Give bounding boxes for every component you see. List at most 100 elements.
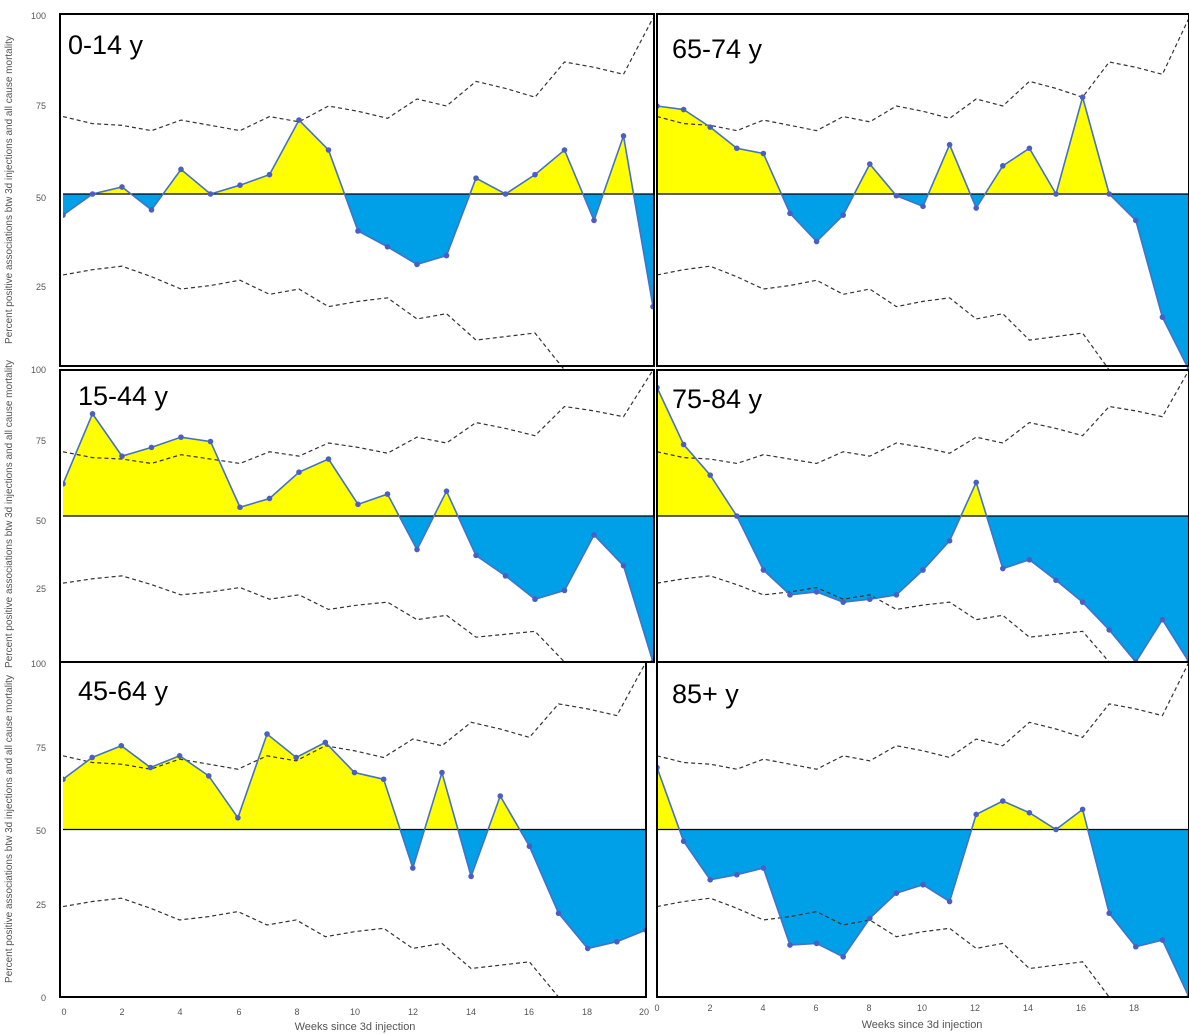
x-tick-left-2: 2 [119, 1007, 124, 1017]
panel-6-point-19 [1159, 937, 1166, 943]
panel-4-point-11 [946, 538, 953, 544]
panel-5-point-2 [118, 742, 125, 749]
panel-5-band-upper [63, 662, 646, 770]
panel-2-point-4 [760, 150, 767, 157]
panel-2-point-3 [734, 145, 740, 152]
panel-6-point-7 [840, 954, 846, 960]
panel-2-area-below [657, 194, 1189, 370]
panel-6-point-14 [1026, 809, 1033, 816]
panel-1-point-20 [650, 303, 653, 310]
panel-1-point-0 [63, 212, 66, 218]
x-tick-left-18: 18 [582, 1007, 592, 1017]
panel-1-point-2 [119, 184, 125, 190]
panel-2-point-13 [1000, 163, 1006, 169]
panel-1-band-upper [63, 18, 653, 132]
panel-1-area-below [63, 194, 653, 307]
panel-2-plot-area [657, 18, 1189, 370]
panel-3-point-7 [266, 495, 273, 502]
panel-1-point-16 [532, 171, 538, 178]
panel-1-point-5 [207, 191, 214, 197]
panel-6-point-9 [893, 890, 900, 896]
panel-6-point-15 [1053, 826, 1059, 833]
panel-3-point-3 [148, 444, 155, 451]
panel-1-point-11 [384, 244, 391, 250]
panel-2-area-above [657, 97, 1189, 194]
panel-5-point-6 [235, 814, 241, 821]
panel-6-point-11 [946, 898, 953, 905]
panel-2-point-12 [973, 205, 979, 211]
y-tick-row2-25: 25 [36, 584, 46, 594]
panel-6: 85+ y [656, 661, 1189, 998]
panel-2-point-10 [920, 203, 926, 210]
panel-5-point-1 [89, 754, 95, 761]
panel-6-band-lower [657, 897, 1189, 997]
y-tick-row3-50: 50 [36, 826, 46, 836]
panel-5-point-0 [63, 776, 66, 783]
y-tick-row3-25: 25 [36, 900, 46, 910]
panel-2-point-2 [707, 124, 713, 130]
panel-4-point-7 [840, 599, 846, 605]
panel-4-point-10 [920, 567, 926, 573]
panel-2-point-18 [1133, 217, 1139, 224]
panel-5-point-7 [264, 731, 270, 737]
panel-4-point-9 [893, 592, 900, 598]
x-tick-right-14: 14 [1023, 1003, 1033, 1013]
y-axis-title-row2: Percent positive associations btw 3d inj… [4, 360, 15, 668]
panel-1-point-1 [89, 191, 96, 197]
y-tick-row1-75: 75 [36, 101, 46, 111]
panel-1-frame [59, 13, 655, 367]
panel-4-point-5 [787, 592, 793, 598]
panel-4: 75-84 y [656, 369, 1189, 663]
panel-1-point-18 [591, 217, 597, 224]
x-tick-left-16: 16 [524, 1007, 534, 1017]
panel-4-point-6 [813, 589, 820, 595]
panel-2-point-6 [813, 238, 820, 245]
panel-2-point-14 [1026, 145, 1033, 152]
panel-4-point-17 [1106, 627, 1112, 633]
panel-3-point-16 [532, 596, 538, 603]
panel-1-point-17 [561, 147, 568, 153]
panel-4-point-8 [867, 596, 873, 603]
panel-2-point-1 [680, 106, 687, 113]
panel-1-plot-area [63, 18, 653, 370]
panel-2-point-5 [787, 210, 793, 217]
panel-4-point-19 [1159, 616, 1166, 623]
y-tick-row1-50: 50 [36, 193, 46, 203]
panel-3-plot-area [63, 370, 653, 662]
y-tick-row1-100: 100 [31, 11, 46, 21]
panel-2-age-label: 65-74 y [672, 34, 763, 64]
panel-5-point-11 [380, 776, 387, 783]
y-tick-row3-75: 75 [36, 743, 46, 753]
panel-2-point-8 [867, 161, 873, 167]
y-tick-row3-100: 100 [31, 659, 46, 669]
panel-3-area-above [63, 413, 653, 516]
panel-5-point-5 [205, 773, 212, 779]
panel-3: 15-44 y [59, 369, 655, 663]
panel-3-point-8 [296, 469, 302, 476]
panel-4-area-below [657, 516, 1189, 662]
panel-6-point-1 [680, 838, 687, 845]
panel-5-point-4 [176, 753, 183, 759]
panel-5-plot-area [63, 662, 646, 997]
panel-3-point-12 [414, 546, 420, 553]
panel-4-band-upper [657, 370, 1189, 465]
x-tick-left-20: 20 [639, 1007, 649, 1017]
panel-3-age-label: 15-44 y [78, 381, 169, 411]
panel-2-point-19 [1159, 314, 1166, 321]
panel-5-point-14 [468, 873, 474, 880]
panel-5-area-above [63, 734, 646, 830]
panel-5-point-17 [555, 910, 562, 917]
panel-1-band-lower [63, 265, 653, 370]
panel-2-frame [656, 13, 1189, 367]
y-tick-row2-100: 100 [31, 365, 46, 375]
panel-3-point-14 [473, 552, 479, 559]
panel-6-point-5 [787, 942, 793, 948]
panel-6-point-16 [1079, 806, 1086, 813]
panel-1-point-3 [148, 207, 155, 213]
panel-3-band-upper [63, 370, 653, 465]
panel-5-point-19 [614, 938, 620, 945]
panel-6-point-8 [867, 915, 873, 922]
panel-6-area-below [657, 829, 1189, 997]
panel-4-point-14 [1026, 557, 1033, 563]
y-tick-row2-50: 50 [36, 516, 46, 526]
